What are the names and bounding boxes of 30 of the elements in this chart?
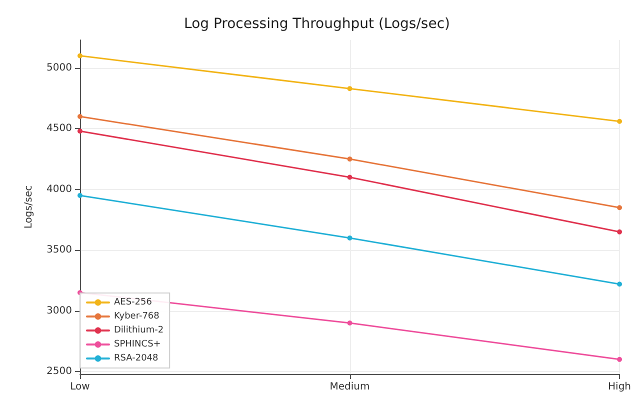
point: [617, 118, 622, 124]
x-tick-label: High: [608, 382, 631, 392]
y-tick-label: 3500: [46, 244, 72, 256]
point: [347, 156, 352, 162]
y-tick-label: 3000: [46, 305, 72, 316]
y-tick-label: 4000: [46, 184, 72, 195]
point: [78, 53, 82, 58]
legend-label: RSA-2048: [114, 354, 159, 364]
point: [347, 86, 352, 92]
point: [617, 229, 622, 234]
point: [617, 205, 622, 210]
point: [347, 320, 352, 326]
point: [78, 192, 82, 198]
y-axis-title: Logs/sec: [24, 185, 34, 229]
y-tick-label: 5000: [46, 62, 72, 74]
legend-label: Kyber-768: [114, 312, 160, 322]
point: [78, 114, 82, 120]
point: [347, 235, 352, 240]
y-tick-label: 2500: [46, 366, 72, 378]
legend-label: AES-256: [114, 298, 152, 308]
y-tick-label: 4500: [46, 123, 72, 134]
x-tick-label: Low: [70, 382, 90, 392]
chart-title: Log Processing Throughput (Logs/sec): [184, 16, 450, 32]
point: [347, 174, 352, 180]
point: [617, 282, 622, 287]
legend-label: Dilithium-2: [114, 326, 164, 336]
point: [617, 356, 622, 362]
point: [78, 128, 82, 134]
legend-label: SPHINCS+: [114, 340, 161, 350]
x-tick-label: Medium: [330, 382, 370, 392]
